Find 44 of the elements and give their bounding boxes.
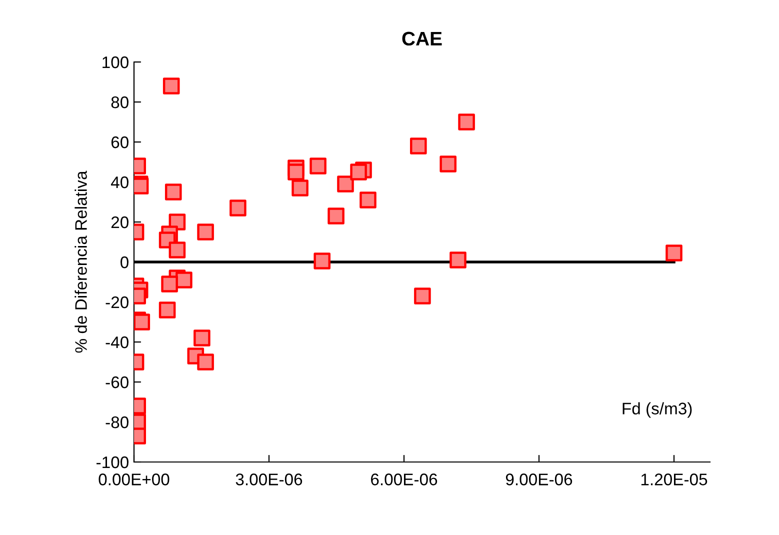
y-tick-label: -100 [96, 456, 128, 468]
point [440, 156, 456, 172]
y-tick-label: 80 [111, 96, 128, 108]
y-tick-label: -80 [106, 416, 128, 428]
x-tick-label: 6.00E-06 [371, 474, 438, 486]
point [168, 242, 186, 258]
point [450, 252, 466, 268]
x-tick-label: 9.00E-06 [506, 474, 572, 486]
y-tick-label: 60 [111, 136, 128, 148]
x-tick-label: 0.00E+00 [98, 474, 170, 486]
point [328, 208, 344, 224]
point [164, 184, 182, 200]
x-tick-label: 3.00E-06 [236, 474, 302, 486]
point [197, 354, 214, 370]
point [162, 78, 180, 94]
point [230, 200, 246, 216]
annotation: Fd (s/m3) [622, 402, 692, 418]
point [161, 276, 178, 292]
y-tick-label: -60 [106, 376, 128, 388]
point [337, 176, 354, 192]
y-tick-label: 0 [120, 256, 128, 268]
point [310, 158, 326, 174]
y-tick-label: -40 [106, 336, 128, 348]
point [176, 272, 192, 288]
point [288, 164, 304, 180]
point [410, 138, 427, 154]
chart-title: CAE [402, 32, 442, 46]
point [666, 244, 682, 262]
x-tick-label: 1.20E-05 [641, 474, 708, 486]
y-tick-label: 20 [111, 216, 128, 228]
y-tick-label: 100 [102, 56, 128, 68]
point [197, 224, 214, 240]
point [414, 288, 431, 304]
point [314, 252, 330, 270]
y-tick-label: -20 [106, 296, 128, 308]
point [292, 180, 308, 196]
point [194, 330, 210, 346]
point [360, 192, 376, 208]
point [350, 164, 367, 180]
point [458, 114, 475, 130]
point [158, 302, 176, 318]
y-axis-title: % de Diferencia Relativa [74, 170, 87, 353]
y-tick-label: 40 [110, 176, 128, 188]
point [134, 314, 150, 330]
